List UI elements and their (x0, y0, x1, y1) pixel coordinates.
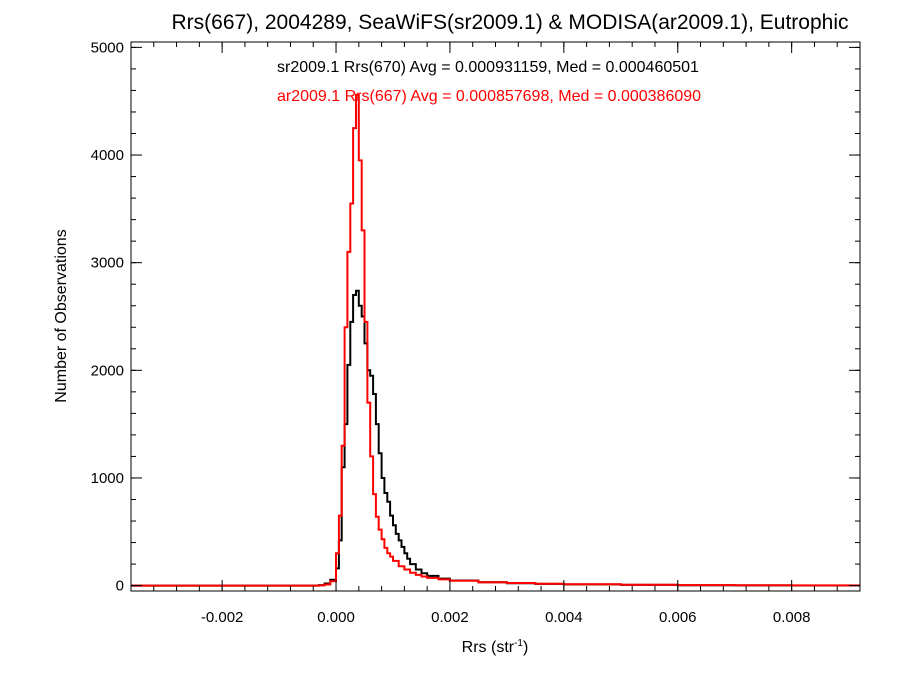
x-axis-label-superscript: -1 (514, 638, 523, 649)
y-tick-label: 2000 (91, 362, 124, 379)
chart-title: Rrs(667), 2004289, SeaWiFS(sr2009.1) & M… (172, 11, 849, 34)
y-tick-label: 1000 (91, 470, 124, 487)
x-tick-label: 0.006 (659, 609, 697, 626)
plot-area-frame (130, 41, 861, 592)
y-tick-label: 5000 (91, 39, 124, 56)
y-tick-label: 0 (116, 578, 124, 595)
legend-entry-ar2009: ar2009.1 Rrs(667) Avg = 0.000857698, Med… (277, 88, 701, 105)
x-tick-label: 0.000 (317, 609, 355, 626)
series-layer (131, 93, 860, 587)
series-0-histogram-line (131, 289, 860, 587)
x-tick-label: -0.002 (201, 609, 244, 626)
x-tick-label: 0.004 (545, 609, 583, 626)
x-axis-label-main: Rrs (str (462, 639, 515, 656)
y-tick-label: 3000 (91, 255, 124, 272)
y-tick-label: 4000 (91, 147, 124, 164)
legend: sr2009.1 Rrs(670) Avg = 0.000931159, Med… (277, 59, 701, 105)
x-axis-label: Rrs (str-1) (462, 638, 529, 656)
ticks-layer: -0.002 0.000 0.002 0.004 0.006 0.008 0 1000 2000… (91, 39, 861, 626)
x-tick-label: 0.002 (431, 609, 469, 626)
legend-entry-sr2009: sr2009.1 Rrs(670) Avg = 0.000931159, Med… (277, 59, 699, 76)
y-axis-label: Number of Observations (53, 229, 70, 402)
series-1-histogram-line (131, 93, 860, 587)
x-axis-label-suffix: ) (523, 639, 528, 656)
x-tick-label: 0.008 (773, 609, 811, 626)
